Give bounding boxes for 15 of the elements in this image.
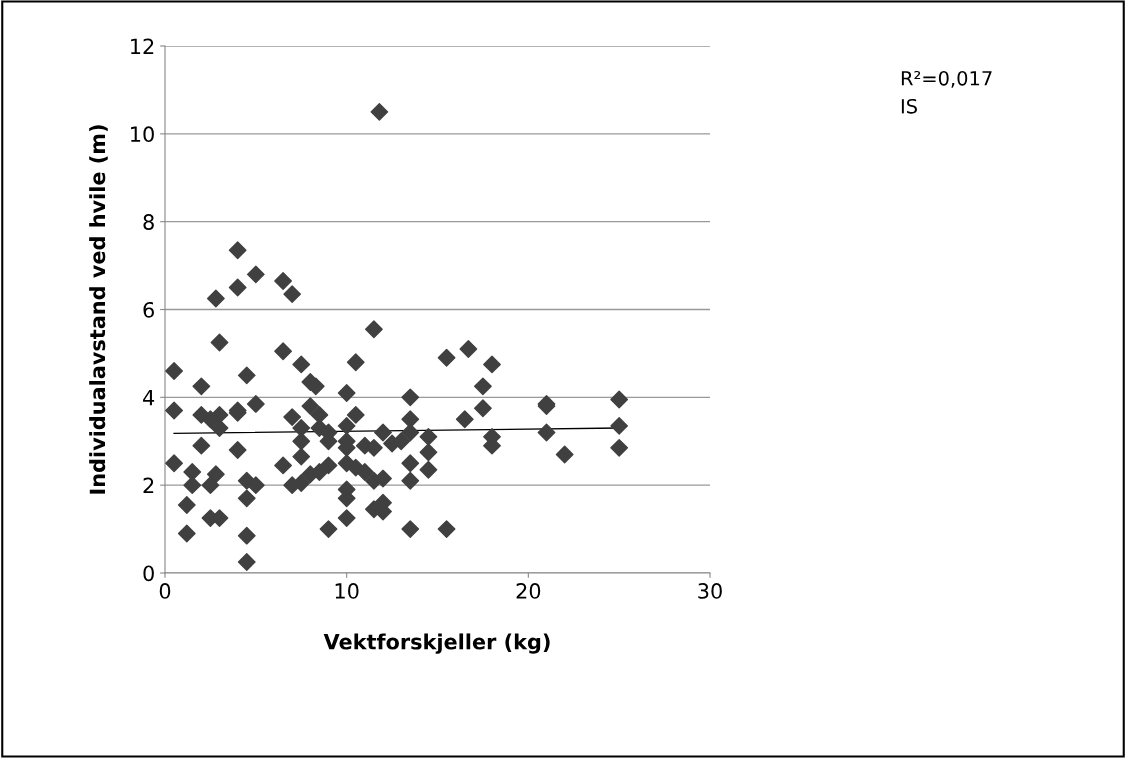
- y-tick-label: 12: [131, 38, 154, 54]
- y-tick-label: 0: [143, 565, 154, 582]
- y-tick-label: 4: [143, 390, 155, 406]
- y-tick-label: 6: [143, 301, 154, 318]
- y-tick-label: 8: [143, 214, 154, 230]
- y-tick-label: 10: [131, 126, 154, 143]
- y-axis-title: Individualavstand ved hvile (m): [89, 125, 108, 494]
- x-tick-label: 30: [698, 583, 722, 599]
- x-axis-title: Vektforskjeller (kg): [323, 633, 550, 654]
- y-tick-label: 2: [143, 477, 154, 494]
- text: R²=0,017: [901, 70, 992, 88]
- x-tick-label: 10: [335, 583, 359, 599]
- x-tick-label: 20: [516, 583, 541, 599]
- x-tick-label: 0: [159, 583, 171, 599]
- text: IS: [901, 98, 917, 114]
